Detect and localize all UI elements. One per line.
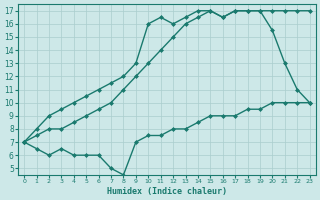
X-axis label: Humidex (Indice chaleur): Humidex (Indice chaleur) — [107, 187, 227, 196]
